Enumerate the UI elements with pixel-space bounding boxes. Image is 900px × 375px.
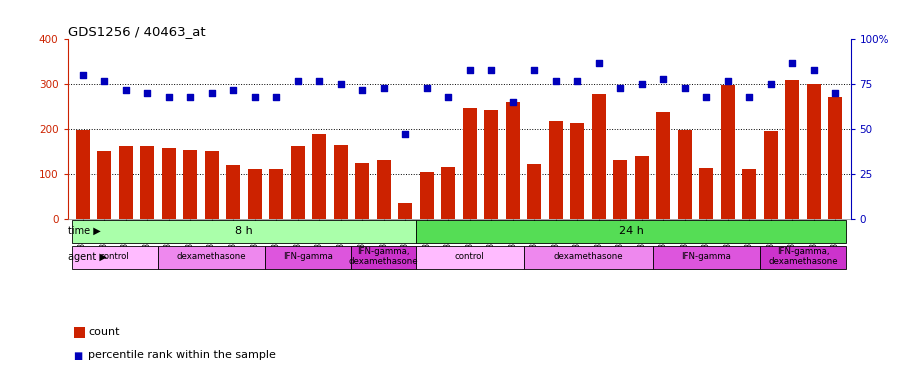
Text: dexamethasone: dexamethasone — [176, 252, 247, 261]
Point — [248, 94, 262, 100]
Point — [398, 132, 412, 138]
Bar — [183, 150, 197, 219]
Bar — [463, 108, 477, 219]
Bar — [269, 168, 284, 219]
Bar — [527, 164, 541, 219]
Bar — [72, 220, 416, 243]
Text: IFN-gamma: IFN-gamma — [681, 252, 732, 261]
Point — [742, 94, 757, 100]
Bar — [119, 146, 132, 219]
Point — [721, 78, 735, 84]
Point — [785, 60, 799, 66]
Bar — [807, 84, 821, 219]
Bar — [829, 97, 842, 219]
Bar — [656, 112, 670, 219]
Bar — [416, 246, 524, 269]
Text: control: control — [454, 252, 484, 261]
Point — [828, 90, 842, 96]
Text: 24 h: 24 h — [618, 226, 644, 236]
Bar — [652, 246, 760, 269]
Bar — [140, 146, 154, 219]
Point — [764, 81, 778, 87]
Bar — [441, 167, 455, 219]
Bar — [158, 246, 266, 269]
Bar — [571, 123, 584, 219]
Point — [591, 60, 606, 66]
Point — [204, 90, 219, 96]
Point — [613, 85, 627, 91]
Point — [527, 67, 542, 73]
Point — [376, 85, 391, 91]
Text: agent ▶: agent ▶ — [68, 252, 106, 262]
Bar — [634, 156, 649, 219]
Bar — [97, 152, 111, 219]
Point — [699, 94, 714, 100]
Point — [549, 78, 563, 84]
Point — [806, 67, 821, 73]
Point — [484, 67, 499, 73]
Bar — [351, 246, 416, 269]
Point — [76, 72, 90, 78]
Text: 8 h: 8 h — [235, 226, 253, 236]
Text: count: count — [88, 327, 120, 337]
Bar — [506, 102, 520, 219]
Bar — [377, 160, 391, 219]
Point — [334, 81, 348, 87]
Bar — [226, 165, 240, 219]
Point — [656, 76, 670, 82]
Text: time ▶: time ▶ — [68, 226, 100, 236]
Text: control: control — [100, 252, 130, 261]
Bar — [760, 246, 846, 269]
Bar — [764, 131, 778, 219]
Bar — [699, 168, 714, 219]
Point — [269, 94, 284, 100]
Text: ■: ■ — [73, 351, 82, 360]
Bar — [721, 85, 735, 219]
Point — [97, 78, 112, 84]
Bar — [266, 246, 351, 269]
Point — [463, 67, 477, 73]
Point — [678, 85, 692, 91]
Point — [506, 99, 520, 105]
Text: dexamethasone: dexamethasone — [554, 252, 623, 261]
Text: IFN-gamma,
dexamethasone: IFN-gamma, dexamethasone — [769, 247, 838, 266]
Point — [570, 78, 584, 84]
Bar — [162, 148, 176, 219]
Point — [355, 87, 369, 93]
Point — [140, 90, 154, 96]
Bar — [678, 130, 692, 219]
Bar — [356, 163, 369, 219]
Bar — [334, 145, 347, 219]
Bar — [248, 168, 262, 219]
Bar — [613, 160, 627, 219]
Point — [419, 85, 434, 91]
Bar — [76, 130, 89, 219]
Point — [634, 81, 649, 87]
Point — [183, 94, 197, 100]
Text: IFN-gamma,
dexamethasone: IFN-gamma, dexamethasone — [349, 247, 418, 266]
Bar — [524, 246, 652, 269]
Text: percentile rank within the sample: percentile rank within the sample — [88, 351, 276, 360]
Point — [312, 78, 327, 84]
Point — [441, 94, 455, 100]
Bar — [72, 246, 158, 269]
Point — [119, 87, 133, 93]
Bar — [291, 146, 305, 219]
Bar — [312, 134, 326, 219]
Bar — [742, 170, 756, 219]
Text: GDS1256 / 40463_at: GDS1256 / 40463_at — [68, 25, 205, 38]
Bar — [786, 80, 799, 219]
Bar — [416, 220, 846, 243]
Text: IFN-gamma: IFN-gamma — [284, 252, 333, 261]
Point — [161, 94, 176, 100]
Bar — [204, 151, 219, 219]
Point — [226, 87, 240, 93]
Bar — [398, 203, 412, 219]
Bar — [592, 94, 606, 219]
Point — [291, 78, 305, 84]
Bar — [549, 122, 562, 219]
Bar — [484, 110, 499, 219]
Bar — [419, 172, 434, 219]
